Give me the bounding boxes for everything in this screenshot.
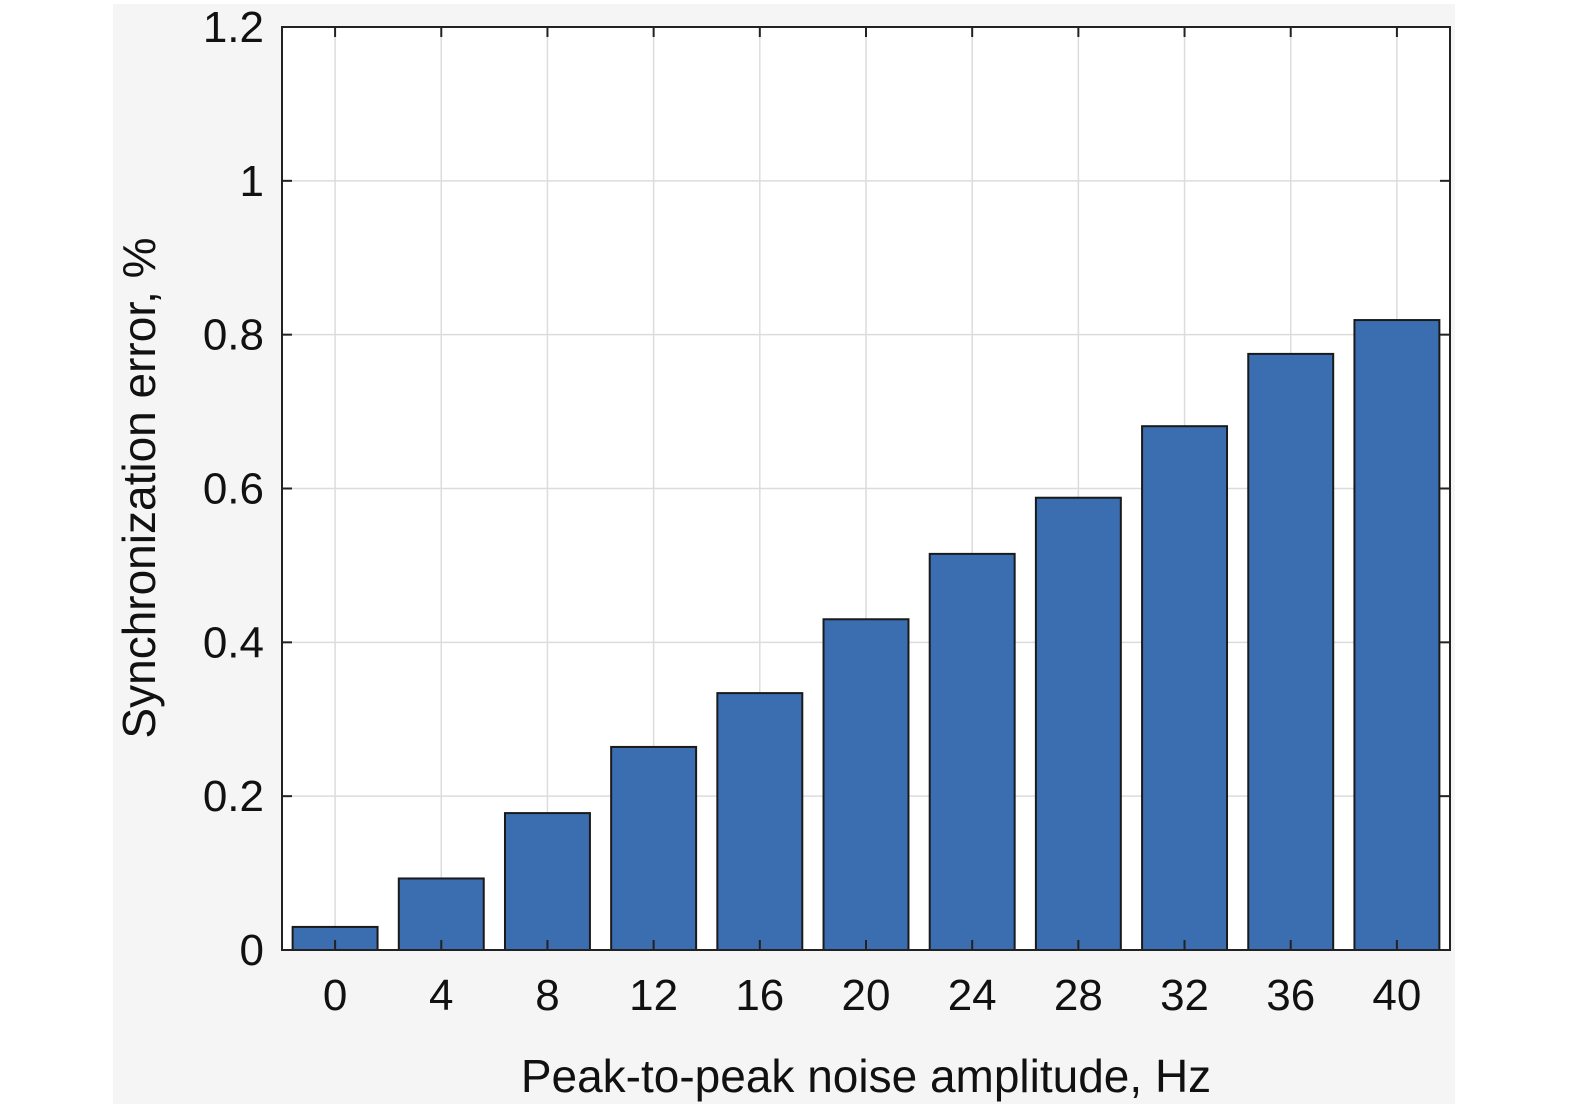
- y-tick-label: 1.2: [203, 3, 264, 52]
- x-tick-label: 40: [1372, 971, 1421, 1020]
- bar: [822, 618, 910, 952]
- y-tick-label: 0.2: [203, 772, 264, 821]
- bar: [1247, 352, 1335, 952]
- x-tick-label: 20: [842, 971, 891, 1020]
- y-tick-label: 0.6: [203, 465, 264, 514]
- x-tick-label: 8: [535, 971, 559, 1020]
- x-tick-labels: 0 4 8 12 16 20 24 28 32 36 40: [323, 971, 1422, 1020]
- bar: [1353, 319, 1441, 951]
- bar: [716, 692, 804, 951]
- x-tick-label: 28: [1054, 971, 1103, 1020]
- y-tick-label: 0.4: [203, 618, 264, 667]
- bar: [928, 552, 1016, 951]
- bar: [1034, 496, 1122, 951]
- bar: [397, 877, 485, 952]
- bars: [291, 319, 1441, 952]
- y-tick-labels: 0 0.2 0.4 0.6 0.8 1 1.2: [203, 3, 264, 975]
- y-axis-label: Synchronization error, %: [113, 237, 165, 738]
- y-tick-label: 0.8: [203, 311, 264, 360]
- bar: [1141, 425, 1229, 951]
- bar: [610, 745, 698, 951]
- x-tick-label: 4: [429, 971, 453, 1020]
- y-tick-label: 0: [240, 926, 264, 975]
- x-tick-label: 24: [948, 971, 997, 1020]
- x-tick-label: 12: [629, 971, 678, 1020]
- x-tick-label: 0: [323, 971, 347, 1020]
- x-tick-label: 16: [735, 971, 784, 1020]
- y-tick-label: 1: [240, 157, 264, 206]
- bar: [503, 812, 591, 951]
- x-axis-label: Peak-to-peak noise amplitude, Hz: [521, 1050, 1211, 1102]
- x-tick-label: 36: [1266, 971, 1315, 1020]
- tick-marks: [282, 26, 1450, 951]
- x-tick-label: 32: [1160, 971, 1209, 1020]
